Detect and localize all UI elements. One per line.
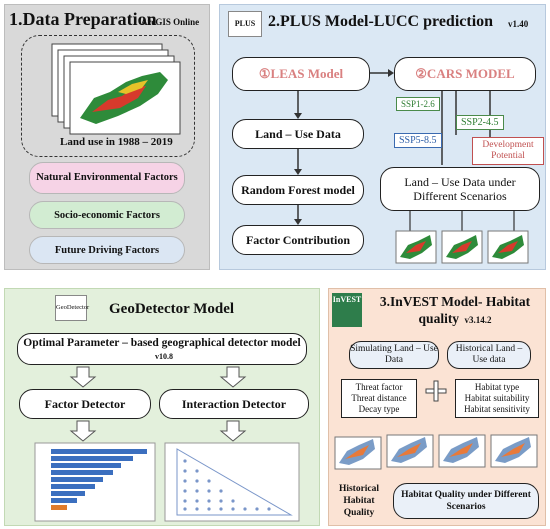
map-stack-graphic [51, 43, 181, 135]
plus-title: 2.PLUS Model-LUCC prediction [268, 13, 494, 30]
scenario-map-1 [395, 230, 437, 264]
ssp585-label: SSP5-8.5 [394, 133, 442, 148]
natural-factors-box: Natural Environmental Factors [29, 162, 185, 194]
habitat-box: Habitat type Habitat suitability Habitat… [455, 379, 539, 418]
geodetector-title: GeoDetector Model [109, 301, 235, 317]
map-caption: Land use in 1988 – 2019 [60, 136, 173, 148]
leas-model-box: ①LEAS Model [232, 57, 370, 91]
simulating-data-box: Simulating Land – Use Data [349, 341, 439, 369]
threat-distance: Threat distance [351, 393, 407, 403]
plus-icon [425, 380, 447, 402]
threat-factor: Threat factor [355, 382, 403, 392]
cars-model-box: ②CARS MODEL [394, 57, 536, 91]
factor-contribution-box: Factor Contribution [232, 225, 364, 255]
historical-data-box: Historical Land – Use data [447, 341, 531, 369]
scenario-map-3 [487, 230, 529, 264]
invest-title-text: 3.InVEST Model- Habitat quality [379, 294, 531, 326]
socio-factors-box: Socio-economic Factors [29, 201, 185, 229]
invest-version: v3.14.2 [464, 315, 492, 325]
random-forest-box: Random Forest model [232, 175, 364, 205]
plus-version: v1.40 [508, 19, 529, 29]
threat-box: Threat factor Threat distance Decay type [341, 379, 417, 418]
geodetector-arrows [34, 366, 300, 522]
scenario-map-2 [441, 230, 483, 264]
historical-quality-label: Historical Habitat Quality [338, 484, 380, 518]
geodetector-panel: GeoDetector GeoDetector Model Optimal Pa… [4, 288, 320, 526]
habitat-map-3 [438, 434, 486, 468]
land-use-data-box: Land – Use Data [232, 119, 364, 149]
map-stack: Land use in 1988 – 2019 [21, 35, 195, 157]
optimal-parameter-box: Optimal Parameter – based geographical d… [17, 333, 307, 365]
optimal-parameter-text: Optimal Parameter – based geographical d… [23, 337, 301, 349]
invest-graphics [334, 380, 538, 470]
data-preparation-panel: 1.Data Preparation ArcGIS Online Land us… [4, 4, 210, 270]
data-preparation-title: 1.Data Preparation [9, 9, 157, 29]
habitat-map-4 [490, 434, 538, 468]
development-potential-label: Development Potential [472, 137, 544, 165]
plus-model-panel: PLUS 2.PLUS Model-LUCC prediction v1.40 [219, 4, 546, 270]
geodetector-version: v10.8 [155, 352, 173, 361]
habitat-map-2 [386, 434, 434, 468]
ssp126-label: SSP1-2.6 [396, 97, 440, 111]
habitat-suitability: Habitat suitability [464, 393, 530, 403]
interaction-detector-matrix [164, 442, 300, 522]
invest-logo: InVEST [332, 293, 362, 327]
invest-panel: InVEST 3.InVEST Model- Habitat quality v… [328, 288, 546, 526]
habitat-map-1 [334, 436, 382, 470]
invest-title: 3.InVEST Model- Habitat quality v3.14.2 [367, 293, 543, 329]
scenarios-box: Land – Use Data under Different Scenario… [380, 167, 540, 211]
habitat-type: Habitat type [474, 382, 520, 392]
factor-detector-chart [34, 442, 156, 522]
arcgis-label: ArcGIS Online [141, 17, 200, 27]
decay-type: Decay type [358, 404, 400, 414]
interaction-detector-box: Interaction Detector [159, 389, 309, 419]
habitat-quality-scenarios-box: Habitat Quality under Different Scenario… [393, 483, 539, 519]
factor-detector-box: Factor Detector [19, 389, 151, 419]
habitat-sensitivity: Habitat sensitivity [464, 404, 530, 414]
ssp245-label: SSP2-4.5 [456, 115, 504, 130]
future-factors-box: Future Driving Factors [29, 236, 185, 264]
plus-logo: PLUS [228, 11, 262, 37]
geodetector-logo: GeoDetector [55, 295, 89, 321]
